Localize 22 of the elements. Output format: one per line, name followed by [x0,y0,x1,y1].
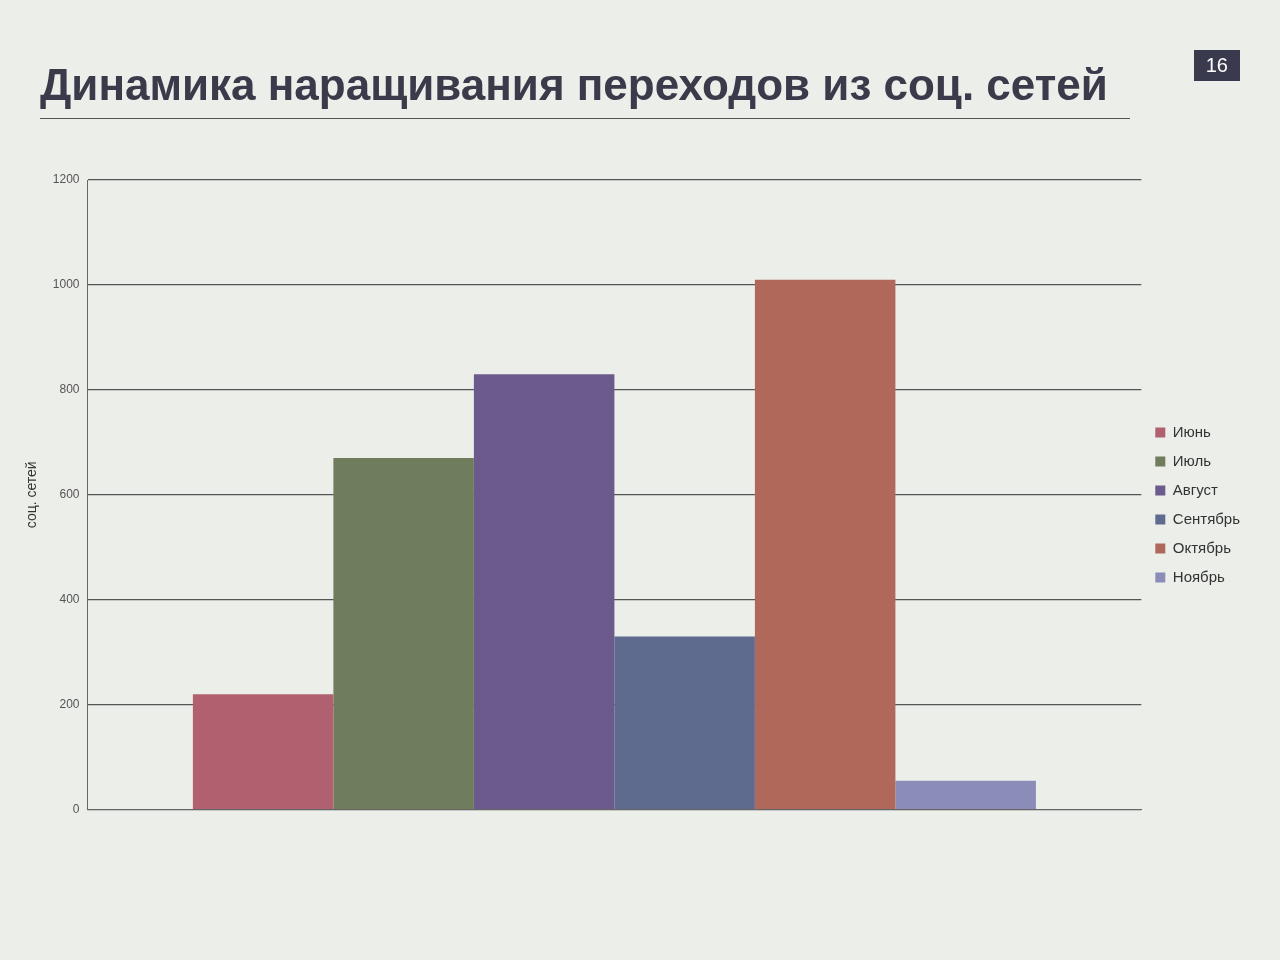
legend-label: Сентябрь [1172,509,1241,527]
chart-title: Динамика наращивания переходов из соц. сетей [40,60,1109,110]
text: 16 [1193,50,1240,81]
y-tick-label: 600 [59,487,80,502]
y-tick-label: 200 [59,696,80,711]
bar [895,780,1036,809]
legend-label: Октябрь [1172,538,1232,556]
y-tick-label: 1200 [52,172,80,187]
bar [333,458,474,809]
y-axis-title: соц. сетей [23,461,40,529]
y-tick-label: 0 [72,801,80,816]
bar [754,279,896,809]
legend-label: Июнь [1172,422,1212,440]
y-tick-label: 400 [59,592,80,607]
y-tick-label: 1000 [52,277,80,292]
legend-label: Август [1172,480,1219,498]
legend-label: Ноябрь [1172,567,1226,585]
bar [192,694,334,809]
bar [473,374,615,809]
legend-label: Июль [1172,451,1212,469]
y-tick-label: 800 [59,382,80,397]
bar [614,636,755,809]
